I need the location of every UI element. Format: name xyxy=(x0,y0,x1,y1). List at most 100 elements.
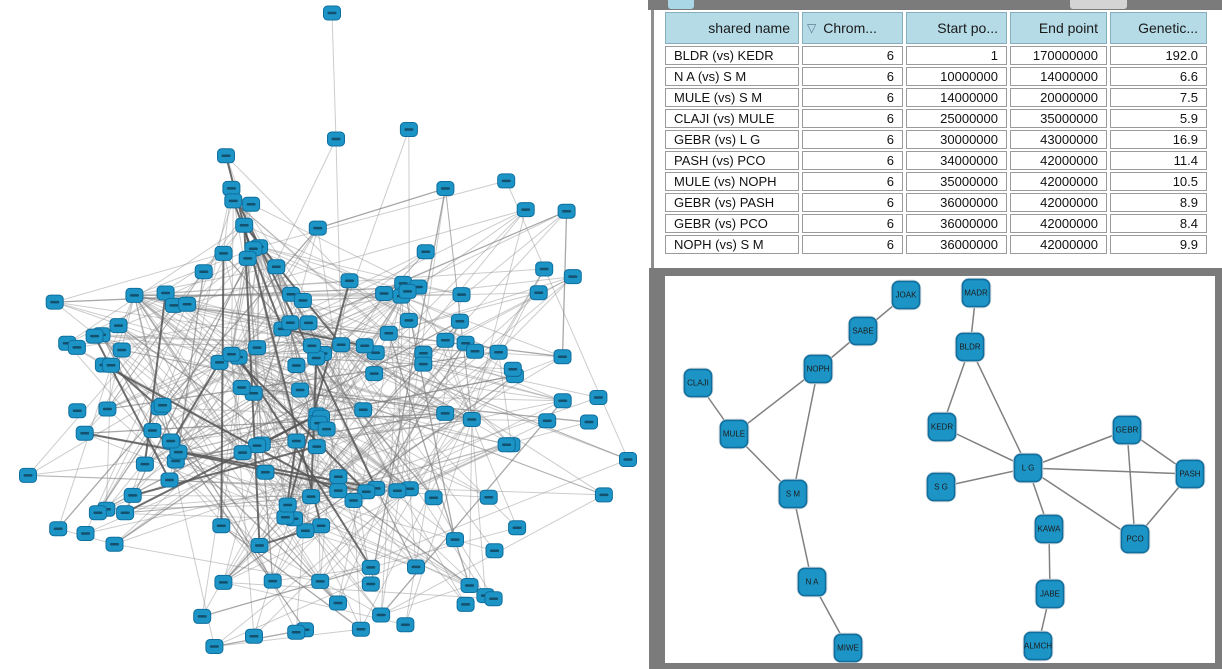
network-node[interactable] xyxy=(116,505,135,521)
network-node[interactable] xyxy=(424,490,443,506)
table-cell[interactable]: 25000000 xyxy=(906,109,1007,128)
network-node[interactable] xyxy=(557,203,576,219)
network-node[interactable] xyxy=(508,520,527,536)
table-cell[interactable]: 35000000 xyxy=(1010,109,1107,128)
network-node[interactable] xyxy=(67,339,86,355)
table-cell[interactable]: 6 xyxy=(802,46,903,65)
network-node[interactable] xyxy=(287,433,306,449)
network-node[interactable] xyxy=(365,366,384,382)
network-node[interactable] xyxy=(317,421,336,437)
table-cell[interactable]: CLAJI (vs) MULE xyxy=(665,109,799,128)
table-cell[interactable]: 5.9 xyxy=(1110,109,1207,128)
network-node[interactable] xyxy=(375,286,394,301)
network-node[interactable] xyxy=(98,401,117,417)
graph-node-bldr[interactable]: BLDR xyxy=(954,331,986,363)
network-node[interactable] xyxy=(302,489,321,505)
network-node[interactable] xyxy=(161,433,180,449)
graph-node-sm[interactable]: S M xyxy=(777,478,809,510)
network-node[interactable] xyxy=(125,287,144,303)
network-node[interactable] xyxy=(589,390,608,405)
network-node[interactable] xyxy=(235,217,254,233)
network-node[interactable] xyxy=(291,382,310,398)
table-cell[interactable]: 16.9 xyxy=(1110,130,1207,149)
network-node[interactable] xyxy=(214,574,233,590)
table-cell[interactable]: 6 xyxy=(802,109,903,128)
network-node[interactable] xyxy=(153,397,172,413)
graph-node-gebr[interactable]: GEBR xyxy=(1111,414,1143,446)
network-node[interactable] xyxy=(372,607,391,623)
column-header-0[interactable]: shared name xyxy=(665,12,799,44)
network-node[interactable] xyxy=(329,483,348,499)
network-node[interactable] xyxy=(212,518,231,534)
table-cell[interactable]: 36000000 xyxy=(906,235,1007,254)
network-node[interactable] xyxy=(484,591,503,607)
network-node[interactable] xyxy=(340,273,359,289)
graph-node-mule[interactable]: MULE xyxy=(718,418,750,450)
network-node[interactable] xyxy=(232,380,251,395)
network-node[interactable] xyxy=(193,608,212,624)
main-network-canvas[interactable] xyxy=(0,0,648,669)
network-node[interactable] xyxy=(109,318,128,334)
network-node[interactable] xyxy=(450,313,469,329)
network-node[interactable] xyxy=(287,624,306,640)
table-cell[interactable]: 10000000 xyxy=(906,67,1007,86)
graph-node-claji[interactable]: CLAJI xyxy=(682,367,714,399)
table-cell[interactable]: GEBR (vs) L G xyxy=(665,130,799,149)
network-node[interactable] xyxy=(446,532,464,548)
network-node[interactable] xyxy=(242,196,261,212)
network-node[interactable] xyxy=(436,405,455,421)
table-cell[interactable]: 6.6 xyxy=(1110,67,1207,86)
network-node[interactable] xyxy=(194,264,213,280)
graph-node-sabe[interactable]: SABE xyxy=(847,315,879,347)
network-node[interactable] xyxy=(503,361,522,377)
network-node[interactable] xyxy=(85,328,104,344)
table-cell[interactable]: 42000000 xyxy=(1010,214,1107,233)
graph-node-kedr[interactable]: KEDR xyxy=(926,411,958,443)
column-header-2[interactable]: Start po... xyxy=(906,12,1007,44)
network-node[interactable] xyxy=(123,487,142,503)
graph-node-miwe[interactable]: MIWE xyxy=(832,632,864,664)
network-node[interactable] xyxy=(414,356,433,372)
graph-node-kawa[interactable]: KAWA xyxy=(1033,513,1065,545)
network-node[interactable] xyxy=(399,122,418,137)
network-node[interactable] xyxy=(49,521,68,537)
graph-node-pco[interactable]: PCO xyxy=(1119,523,1151,555)
network-node[interactable] xyxy=(217,148,235,164)
table-cell[interactable]: N A (vs) S M xyxy=(665,67,799,86)
network-node[interactable] xyxy=(75,425,94,441)
network-node[interactable] xyxy=(88,505,107,521)
table-cell[interactable]: GEBR (vs) PASH xyxy=(665,193,799,212)
network-node[interactable] xyxy=(245,628,263,644)
table-cell[interactable]: 10.5 xyxy=(1110,172,1207,191)
table-cell[interactable]: 6 xyxy=(802,67,903,86)
network-node[interactable] xyxy=(535,261,554,277)
network-node[interactable] xyxy=(296,523,315,539)
network-node[interactable] xyxy=(299,315,318,331)
filter-icon[interactable]: ▽ xyxy=(807,21,817,35)
network-node[interactable] xyxy=(329,595,347,611)
network-node[interactable] xyxy=(354,402,373,418)
network-node[interactable] xyxy=(307,439,326,455)
network-node[interactable] xyxy=(205,639,224,654)
table-cell[interactable]: 192.0 xyxy=(1110,46,1207,65)
graph-node-joak[interactable]: JOAK xyxy=(890,279,922,311)
network-node[interactable] xyxy=(355,338,374,354)
table-cell[interactable]: 6 xyxy=(802,193,903,212)
network-node[interactable] xyxy=(19,467,37,483)
table-cell[interactable]: 43000000 xyxy=(1010,130,1107,149)
network-node[interactable] xyxy=(388,483,407,499)
table-cell[interactable]: 34000000 xyxy=(906,151,1007,170)
toolbar-tab-fragment[interactable] xyxy=(668,0,694,9)
network-node[interactable] xyxy=(323,5,341,21)
table-cell[interactable]: 36000000 xyxy=(906,214,1007,233)
network-node[interactable] xyxy=(456,596,475,612)
network-node[interactable] xyxy=(156,285,175,301)
graph-node-pash[interactable]: PASH xyxy=(1174,458,1206,490)
table-cell[interactable]: NOPH (vs) S M xyxy=(665,235,799,254)
network-node[interactable] xyxy=(485,543,504,559)
table-cell[interactable]: BLDR (vs) KEDR xyxy=(665,46,799,65)
network-node[interactable] xyxy=(238,250,257,266)
table-cell[interactable]: 14000000 xyxy=(906,88,1007,107)
network-node[interactable] xyxy=(312,518,331,534)
network-node[interactable] xyxy=(178,296,197,312)
